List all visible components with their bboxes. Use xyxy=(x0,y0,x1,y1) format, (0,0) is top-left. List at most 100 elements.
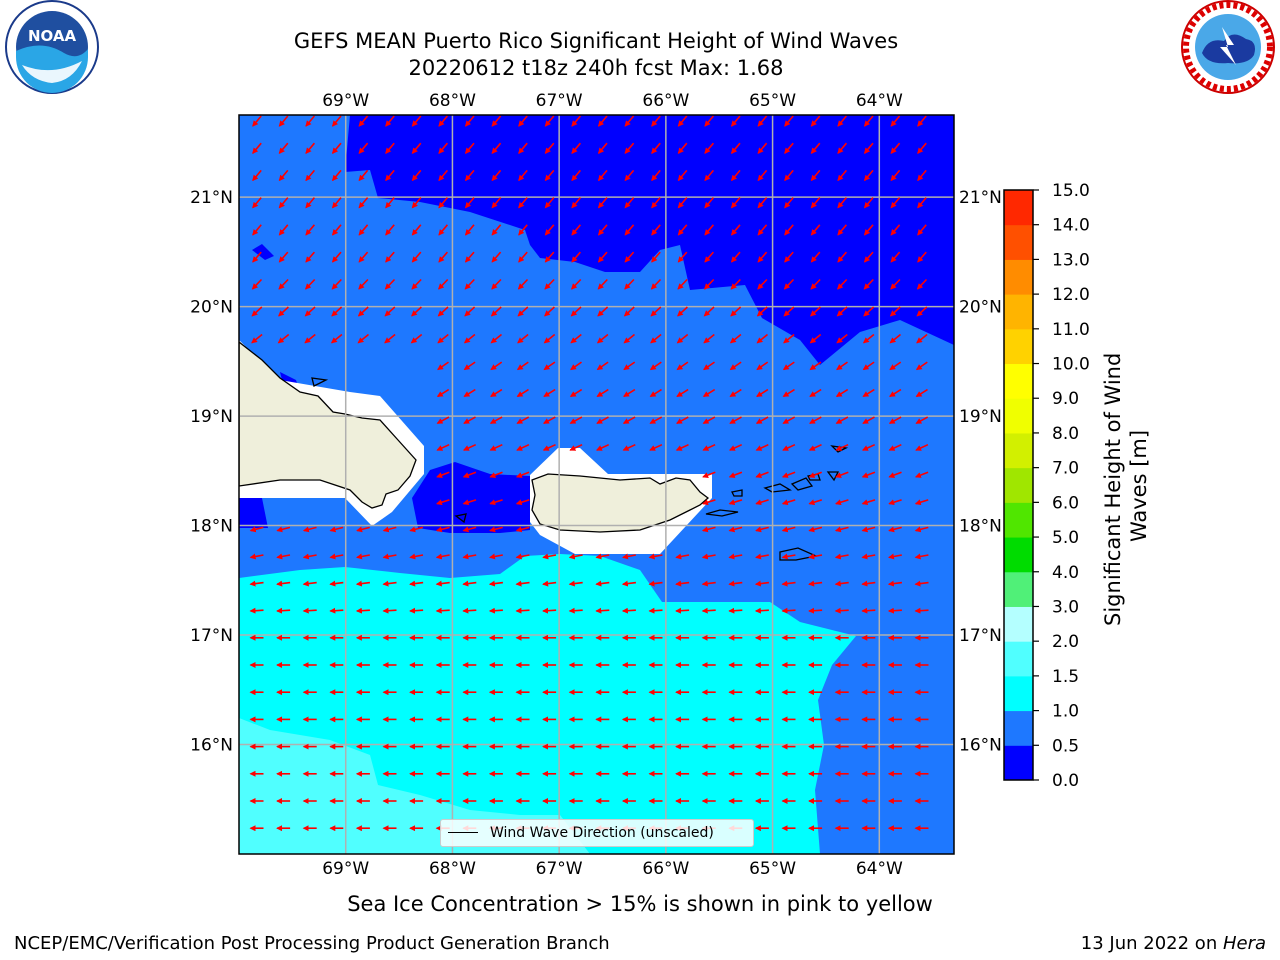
wave-arrow xyxy=(862,388,875,398)
wave-arrow xyxy=(837,278,848,290)
wave-arrow xyxy=(757,115,768,127)
wave-arrow xyxy=(781,471,796,478)
colorbar-label-line2: Waves [m] xyxy=(1127,430,1151,542)
wave-arrow xyxy=(515,607,530,614)
wave-arrow xyxy=(837,115,848,127)
wave-arrow xyxy=(624,197,635,209)
wave-arrow xyxy=(783,278,795,290)
wave-arrow xyxy=(489,499,503,506)
wave-arrow xyxy=(491,115,502,127)
wave-arrow xyxy=(781,580,796,587)
wave-arrow xyxy=(863,142,874,154)
wave-arrow xyxy=(783,333,795,344)
wave-arrow xyxy=(329,580,344,587)
wave-arrow xyxy=(464,251,475,263)
colorbar-tick-11: 9.0 xyxy=(1052,389,1079,409)
wave-arrow xyxy=(677,251,688,263)
wave-arrow xyxy=(624,142,635,154)
wave-arrow xyxy=(781,499,796,506)
wave-arrow xyxy=(249,580,264,587)
wave-arrow xyxy=(462,607,477,614)
wave-arrow xyxy=(252,142,262,154)
wave-arrow xyxy=(861,499,876,506)
colorbar-segment-10 xyxy=(1004,398,1033,434)
wave-arrow xyxy=(385,224,395,236)
wave-arrow xyxy=(888,526,902,533)
wave-arrow xyxy=(515,499,530,506)
wave-arrow xyxy=(382,526,397,533)
wave-arrow xyxy=(251,306,263,317)
wave-arrow xyxy=(676,333,689,344)
wave-arrow xyxy=(889,306,901,317)
wave-arrow xyxy=(357,333,370,344)
colorbar xyxy=(1003,189,1034,781)
wave-arrow xyxy=(648,553,663,560)
wave-arrow xyxy=(435,580,450,587)
wave-arrow xyxy=(597,169,608,182)
wave-arrow xyxy=(677,142,688,154)
wave-arrow xyxy=(542,607,557,614)
wave-arrow xyxy=(516,361,529,371)
wave-arrow xyxy=(385,142,395,154)
wave-arrow xyxy=(543,416,556,425)
wave-arrow xyxy=(410,333,423,344)
wave-arrow xyxy=(624,251,635,263)
wave-arrow xyxy=(782,416,796,425)
wave-arrow xyxy=(756,361,769,371)
wave-arrow xyxy=(358,115,369,127)
wave-arrow xyxy=(249,553,264,560)
wave-arrow xyxy=(677,224,688,236)
wave-arrow xyxy=(438,197,449,209)
wave-arrow xyxy=(890,251,901,263)
wave-arrow xyxy=(544,169,555,182)
lat-label-right-5: 16°N xyxy=(959,736,1002,756)
wave-arrow xyxy=(809,416,822,425)
wave-arrow xyxy=(595,443,610,451)
wave-arrow xyxy=(890,224,901,236)
wave-arrow xyxy=(704,115,715,127)
wave-arrow xyxy=(409,607,424,614)
chart-title-line2: 20220612 t18z 240h fcst Max: 1.68 xyxy=(408,56,784,80)
wave-arrow xyxy=(543,388,556,398)
wave-arrow xyxy=(435,526,450,533)
wave-arrow xyxy=(887,607,902,614)
wave-arrow xyxy=(331,197,342,209)
wave-arrow xyxy=(571,169,582,182)
wave-arrow xyxy=(518,115,528,127)
colorbar-label-line1: Significant Height of Wind xyxy=(1101,353,1125,626)
colorbar-tick-8: 6.0 xyxy=(1052,493,1079,513)
footer-date: 13 Jun 2022 on Hera xyxy=(1081,933,1266,954)
wave-arrow xyxy=(888,553,902,560)
lat-label-left-5: 16°N xyxy=(190,736,233,756)
wave-arrow xyxy=(595,553,610,560)
colorbar-tick-labels: 0.0 0.5 1.0 1.5 2.0 3.0 4.0 5.0 6.0 7.0 8.0 9.0 10.0… xyxy=(1033,181,1090,791)
wave-arrow xyxy=(701,553,716,560)
wave-arrow xyxy=(890,115,901,127)
wave-arrow xyxy=(384,333,396,344)
top-longitude-labels: 69°W 68°W 67°W 66°W 65°W 64°W xyxy=(322,91,903,111)
wave-arrow xyxy=(597,224,608,236)
wave-arrow xyxy=(808,607,823,614)
wave-arrow xyxy=(544,306,555,317)
wave-arrow xyxy=(915,388,928,398)
wave-arrow xyxy=(649,388,662,398)
wave-arrow xyxy=(677,306,688,317)
wave-arrow xyxy=(756,333,769,344)
lat-label-right-0: 21°N xyxy=(959,188,1002,208)
wave-arrow xyxy=(544,197,555,209)
wave-arrow xyxy=(571,278,582,290)
colorbar-segment-3 xyxy=(1004,641,1033,677)
wave-arrow xyxy=(810,224,821,236)
wave-arrow xyxy=(305,251,316,263)
wave-arrow xyxy=(464,169,475,182)
wave-arrow xyxy=(704,224,715,236)
wave-arrow xyxy=(890,278,901,290)
wave-arrow xyxy=(914,580,929,587)
wave-arrow xyxy=(650,333,662,344)
wave-arrow xyxy=(515,580,530,587)
colorbar-tick-6: 4.0 xyxy=(1052,563,1079,583)
wave-arrow xyxy=(277,333,290,344)
wave-arrow xyxy=(358,197,369,209)
wave-arrow xyxy=(329,526,344,533)
wave-arrow xyxy=(517,333,529,344)
